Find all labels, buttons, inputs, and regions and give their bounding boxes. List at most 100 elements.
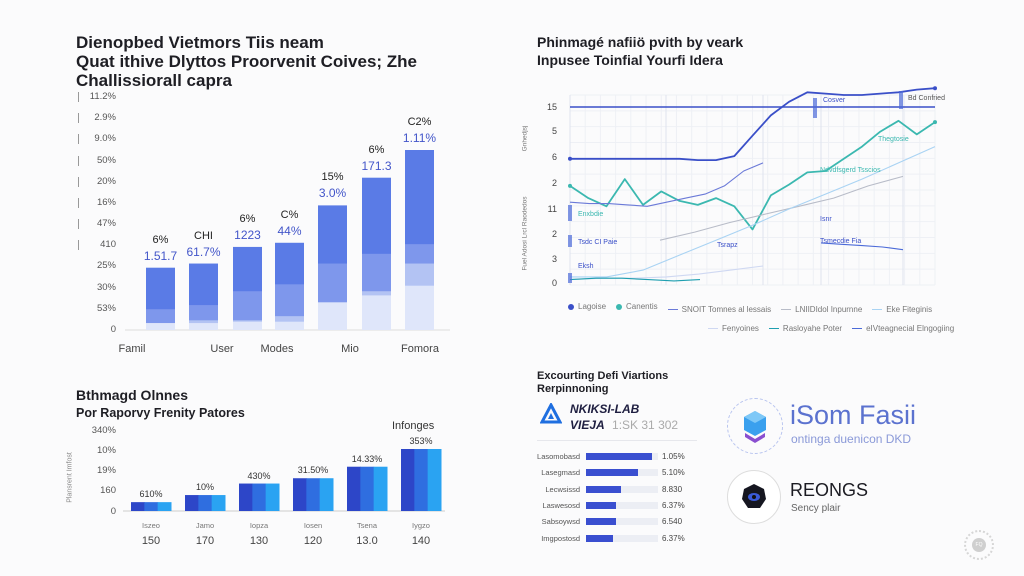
- chart-legend: Lagoise Canentis SNOIT Tomnes al lessais LN…: [568, 302, 954, 333]
- card2-name[interactable]: REONGS: [790, 480, 869, 500]
- bar: [360, 466, 375, 511]
- x-category-label: User: [210, 343, 234, 355]
- bar-top-label: 6%: [152, 233, 169, 246]
- legend-label: LNIIDIdol Inpurnne: [795, 304, 863, 314]
- y-tick-mark: [78, 197, 79, 208]
- x-category-label: Modes: [260, 343, 294, 355]
- bar-top-label: 15%: [321, 171, 344, 184]
- y-axis-label-lower: Fuel Adosi Lrcl Raodedos: [521, 196, 529, 271]
- bar-segment: [189, 323, 218, 330]
- bar: [265, 483, 280, 511]
- divider: [537, 440, 697, 441]
- legend-line-icon: [852, 327, 863, 329]
- bar-value-label: 1.05%: [662, 452, 685, 461]
- legend-item[interactable]: Lagoise: [568, 302, 606, 311]
- bar: [293, 478, 307, 511]
- y-label-upper-wrap: Gnhedjsj: [510, 110, 540, 170]
- y-label-lower-wrap: Fuel Adosi Lrcl Raodedos: [510, 180, 540, 290]
- legend-label: Lagoise: [578, 302, 607, 311]
- bar-segment: [362, 295, 391, 330]
- x-category-label: Fomora: [401, 343, 439, 355]
- legend-label: Infonges: [392, 420, 435, 432]
- annotation-label: Bd Confried: [908, 95, 945, 102]
- legend-item[interactable]: Eke Fiteginis: [872, 305, 932, 314]
- card1-name[interactable]: iSom Fasii: [790, 400, 917, 430]
- x-value-label: 120: [303, 535, 323, 547]
- y-tick-label: 25%: [96, 260, 116, 272]
- annotation-marker: [568, 205, 572, 221]
- bar-fill: [586, 501, 617, 509]
- bar-track: [586, 534, 658, 542]
- bar-value-label: 171.3: [361, 158, 392, 173]
- bar-fill: [586, 534, 613, 542]
- bar-value-label: 6.37%: [662, 533, 685, 543]
- title-line: Inpusee Toinfial Yourfi Idera: [537, 52, 723, 68]
- data-point: [568, 156, 572, 161]
- annotation-label: Cosver: [823, 97, 846, 104]
- brand-row2: VIEJA 1:SK 31 302: [570, 418, 678, 432]
- card1-avatar[interactable]: [727, 398, 783, 454]
- annotation-marker: [568, 235, 572, 247]
- x-category-label: Iopza: [249, 521, 269, 530]
- series-line: [659, 175, 904, 241]
- legend-item[interactable]: Fenyoines: [708, 324, 759, 333]
- y-tick-label: 47%: [96, 218, 116, 230]
- y-tick-mark: [78, 219, 79, 230]
- seal-text: FQ: [972, 538, 986, 552]
- y-tick-mark: [78, 113, 79, 124]
- legend-item[interactable]: LNIIDIdol Inpurnne: [781, 305, 862, 314]
- x-category-label: Mio: [341, 343, 359, 355]
- y-tick-label: 410: [100, 239, 116, 251]
- top-left-title: Dienopbed Vietmors Tiis neam Quat ithive…: [76, 33, 417, 90]
- series-line: [569, 277, 701, 282]
- bar-top-label: CHI: [194, 229, 213, 242]
- y-tick-label: 2.9%: [94, 112, 116, 124]
- bar-category-label: Sabsoywsd: [541, 517, 580, 527]
- brand-logo-icon: [539, 401, 563, 425]
- annotation-label: Tsdc CI Paie: [578, 239, 617, 246]
- legend-row: Fenyoines Rasloyahe Poter eIVteagnecial El…: [568, 322, 954, 333]
- x-category-label: Iygzo: [412, 521, 430, 530]
- legend-item[interactable]: Rasloyahe Poter: [768, 324, 842, 333]
- bar: [373, 466, 388, 511]
- y-tick-label: 30%: [96, 281, 116, 293]
- title-line: Excourting Defi Viartions: [537, 370, 669, 382]
- bar: [347, 466, 361, 511]
- gem-icon: [742, 484, 766, 508]
- bar-value-label: 3.0%: [318, 186, 347, 201]
- cube-icon: [744, 411, 766, 443]
- bar-top-label: C2%: [407, 116, 432, 128]
- legend-item[interactable]: SNOIT Tomnes al lessais: [667, 305, 771, 314]
- bar: [211, 495, 226, 511]
- bar: [306, 478, 321, 511]
- stacked-bar-chart: [125, 150, 450, 331]
- legend-line-icon: [768, 327, 779, 329]
- bar: [319, 478, 334, 511]
- x-value-label: 140: [411, 535, 431, 547]
- brand-line1: NKIKSI-LAB: [570, 402, 640, 416]
- legend-item[interactable]: eIVteagnecial Elngogiing: [852, 324, 954, 333]
- series-line: [570, 146, 936, 278]
- y-tick-label: 0: [110, 324, 116, 335]
- y-tick-mark: [78, 134, 79, 145]
- y-tick-label: 6: [552, 152, 557, 162]
- seal-watermark: FQ: [964, 530, 994, 560]
- series-line: [569, 162, 764, 207]
- top-right-title: Phinmagé nafiiö pvith by veark Inpusee T…: [537, 33, 743, 69]
- data-point: [933, 120, 937, 125]
- bar-value-label: 8.830: [662, 484, 683, 494]
- bar-segment: [405, 285, 434, 330]
- card2-avatar[interactable]: [727, 470, 781, 524]
- series-line: [569, 119, 936, 231]
- annotation-label: Eksh: [578, 263, 594, 270]
- card1-subtitle: ontinga duenicon DKD: [791, 432, 912, 446]
- y-tick-mark: [78, 176, 79, 187]
- legend-item[interactable]: Canentis: [616, 302, 658, 311]
- bar-segment: [146, 323, 175, 330]
- y-tick-label: 160: [100, 485, 116, 496]
- bar-value-label: 14.33%: [351, 453, 383, 464]
- legend-label: Eke Fiteginis: [886, 304, 933, 314]
- bar-segment: [318, 302, 347, 330]
- bar-value-label: 6.37%: [662, 500, 685, 510]
- bar-value-label: 430%: [247, 470, 271, 481]
